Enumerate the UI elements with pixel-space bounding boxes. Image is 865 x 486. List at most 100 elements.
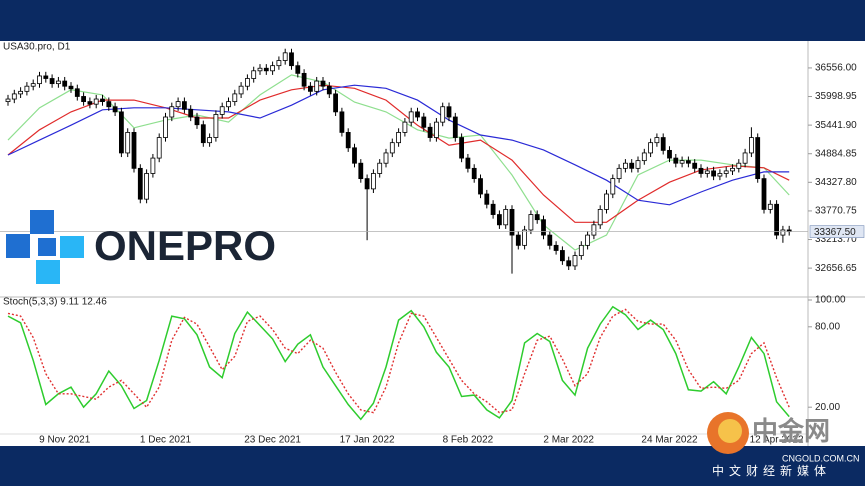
candle-body <box>679 160 685 164</box>
candle-body <box>484 193 490 205</box>
y-tick-label: 33770.75 <box>815 206 857 217</box>
top-band <box>0 0 865 41</box>
x-tick-label: 8 Feb 2022 <box>443 435 494 446</box>
x-tick-label: 1 Dec 2021 <box>140 435 192 446</box>
candle-body <box>667 149 672 159</box>
candle-body <box>320 80 326 87</box>
logo-square <box>38 238 56 256</box>
candle-body <box>49 78 55 85</box>
candle-body <box>730 167 735 172</box>
candle-body <box>686 160 691 164</box>
candle-body <box>383 152 389 164</box>
candle-body <box>566 260 572 267</box>
candle-body <box>560 250 565 262</box>
candle-body <box>578 244 584 257</box>
candle-body <box>723 170 729 174</box>
candle-body <box>112 106 118 113</box>
logo-square <box>6 234 30 258</box>
current-price-label: 33367.50 <box>814 227 856 238</box>
candle-body <box>194 116 200 126</box>
candle-body <box>295 65 301 74</box>
candle-body <box>5 98 11 103</box>
candle-body <box>427 126 433 138</box>
candle-body <box>459 137 465 159</box>
candle-body <box>74 88 80 97</box>
stochastic-line <box>7 308 790 414</box>
candle-body <box>446 106 452 118</box>
candle-body <box>137 167 143 200</box>
candle-body <box>11 93 17 100</box>
candle-body <box>452 116 458 138</box>
candle-body <box>251 70 257 79</box>
candle-body <box>490 203 496 215</box>
onepro-logo: ONEPRO <box>6 210 276 284</box>
x-tick-label: 12 Apr 2022 <box>750 435 804 446</box>
candle-body <box>100 98 105 103</box>
x-tick-label: 23 Dec 2021 <box>244 435 301 446</box>
candle-body <box>263 67 269 72</box>
x-tick-label: 24 Mar 2022 <box>641 435 698 446</box>
candle-body <box>654 137 660 144</box>
candle-body <box>232 93 238 103</box>
candle-body <box>276 60 282 67</box>
candle-body <box>30 83 36 87</box>
candle-body <box>503 209 509 226</box>
y-tick-label: 36556.00 <box>815 63 857 74</box>
candle-body <box>553 244 559 251</box>
candle-body <box>169 106 175 118</box>
candle-body <box>478 178 483 195</box>
candle-body <box>106 101 112 108</box>
candle-body <box>345 132 351 149</box>
candle-body <box>465 157 471 169</box>
candle-body <box>364 178 370 190</box>
logo-square <box>30 210 54 234</box>
candle-body <box>352 147 357 164</box>
moving-average-line <box>7 84 790 223</box>
y-tick-label: 100.00 <box>815 295 846 306</box>
candle-body <box>547 234 553 246</box>
candle-body <box>37 75 42 85</box>
candle-body <box>270 65 276 72</box>
moving-average-line <box>7 74 790 251</box>
candle-body <box>522 229 527 246</box>
candle-body <box>282 52 288 61</box>
logo-square <box>60 236 84 258</box>
candle-body <box>62 80 68 87</box>
candle-body <box>749 137 754 154</box>
x-tick-label: 2 Mar 2022 <box>543 435 594 446</box>
candle-body <box>515 234 521 246</box>
candle-body <box>433 121 439 138</box>
moving-average-line <box>7 84 790 206</box>
candle-body <box>761 178 767 210</box>
candle-body <box>213 114 219 138</box>
candle-body <box>471 167 477 180</box>
candle-body <box>314 80 320 92</box>
candle-body <box>641 152 647 162</box>
candle-body <box>534 214 540 221</box>
watermark-name: 中金网 <box>752 416 830 446</box>
candle-body <box>43 75 49 79</box>
candle-body <box>370 173 376 190</box>
y-tick-label: 34327.80 <box>815 177 857 188</box>
chart-area <box>0 41 865 446</box>
y-tick-label: 34884.85 <box>815 148 857 159</box>
candle-body <box>119 111 124 154</box>
candle-body <box>131 132 137 169</box>
candle-body <box>326 85 332 95</box>
candle-body <box>333 93 339 113</box>
candle-body <box>219 106 225 115</box>
candle-body <box>742 152 748 164</box>
candle-body <box>238 85 244 95</box>
candle-body <box>207 137 213 144</box>
candle-body <box>226 101 231 108</box>
candle-body <box>767 203 773 210</box>
candle-body <box>339 111 345 133</box>
candle-body <box>692 162 698 169</box>
candle-body <box>24 85 30 92</box>
candle-body <box>156 137 162 159</box>
candle-body <box>125 132 131 154</box>
candle-body <box>402 121 408 133</box>
watermark: 中金网 CNGOLD.COM.CN 中文财经新媒体 <box>707 412 860 478</box>
